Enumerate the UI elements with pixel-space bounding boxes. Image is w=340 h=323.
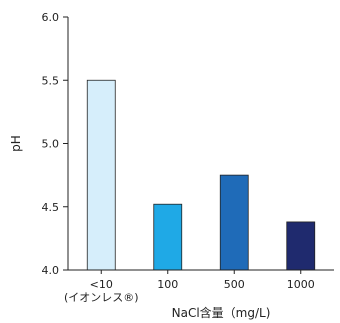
y-tick-label: 6.0: [42, 11, 60, 24]
bar-1: [153, 203, 183, 271]
bar-3: [286, 221, 316, 271]
y-tick-label: 4.5: [42, 201, 60, 214]
x-tick-label: 500: [224, 278, 245, 291]
y-axis-ticks: 4.0 4.5 5.0 5.5 6.0: [42, 11, 68, 277]
bar-0: [86, 79, 116, 271]
y-axis-title: pH: [9, 135, 23, 152]
y-tick-label: 5.5: [42, 74, 60, 87]
x-tick-label: 100: [157, 278, 178, 291]
y-tick-label: 5.0: [42, 138, 60, 151]
x-tick-label: 1000: [287, 278, 315, 291]
x-axis-tick-labels: <10(イオンレス®) 100 500 1000: [64, 270, 315, 304]
y-tick-label: 4.0: [42, 264, 60, 277]
x-tick-sublabel: (イオンレス®): [64, 291, 139, 304]
bar-2: [219, 174, 249, 271]
bars: [86, 79, 316, 271]
x-tick-label: <10: [90, 278, 113, 291]
x-axis-title: NaCl含量（mg/L): [172, 305, 271, 320]
